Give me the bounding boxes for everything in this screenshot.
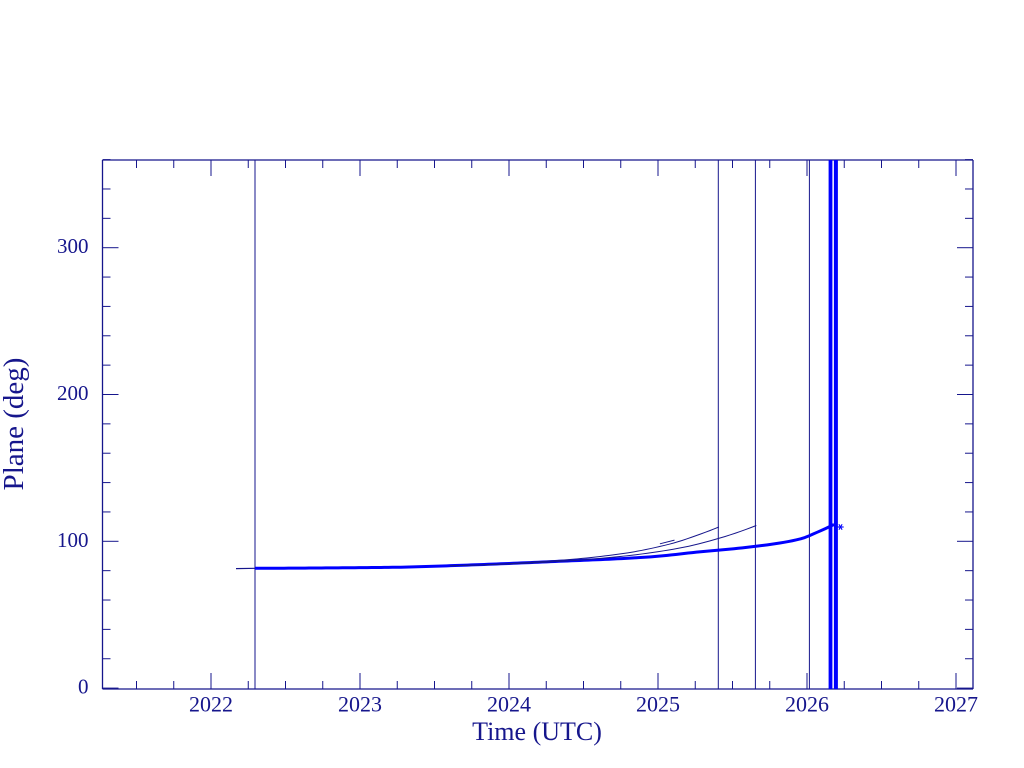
- svg-text:2027: 2027: [934, 692, 978, 717]
- svg-text:0: 0: [78, 675, 89, 699]
- svg-text:Plane (deg): Plane (deg): [0, 358, 30, 491]
- svg-text:2022: 2022: [189, 692, 233, 717]
- svg-text:2023: 2023: [338, 692, 382, 717]
- svg-text:Time (UTC): Time (UTC): [472, 717, 602, 746]
- svg-text:2024: 2024: [487, 692, 531, 717]
- svg-text:100: 100: [57, 528, 89, 552]
- svg-text:200: 200: [57, 381, 89, 405]
- svg-text:2026: 2026: [785, 692, 829, 717]
- svg-text:2025: 2025: [636, 692, 680, 717]
- svg-text:300: 300: [57, 234, 89, 258]
